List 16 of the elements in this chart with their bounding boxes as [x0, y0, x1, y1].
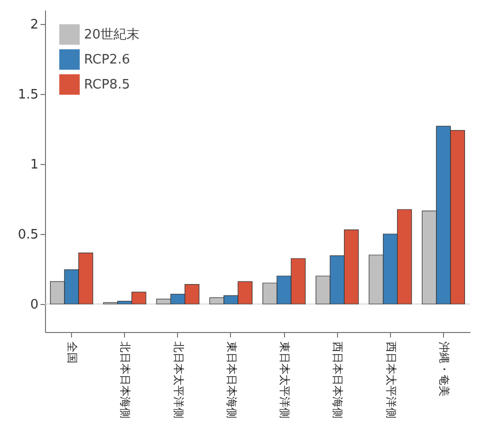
x-tick-label: 西日本太平洋側: [384, 342, 398, 418]
y-tick-label: 1: [30, 158, 38, 172]
legend-label: 20世紀末: [84, 28, 140, 42]
y-tick-label: 1.5: [18, 88, 38, 102]
legend-label: RCP2.6: [84, 52, 130, 68]
x-tick-label: 全国: [66, 342, 79, 364]
x-tick-label: 東日本太平洋側: [278, 342, 292, 418]
y-tick-label: 0: [30, 298, 38, 312]
x-tick-label: 西日本日本海側: [331, 342, 344, 418]
legend-label: RCP8.5: [84, 78, 130, 92]
y-tick-label: 0.5: [18, 228, 38, 242]
x-tick-label: 沖縄・奄美: [437, 342, 450, 396]
x-tick-label: 北日本太平洋側: [172, 342, 185, 418]
x-tick-label: 東日本日本海側: [224, 342, 238, 418]
y-tick-label: 2: [30, 18, 38, 32]
x-tick-label: 北日本日本海側: [118, 342, 132, 418]
